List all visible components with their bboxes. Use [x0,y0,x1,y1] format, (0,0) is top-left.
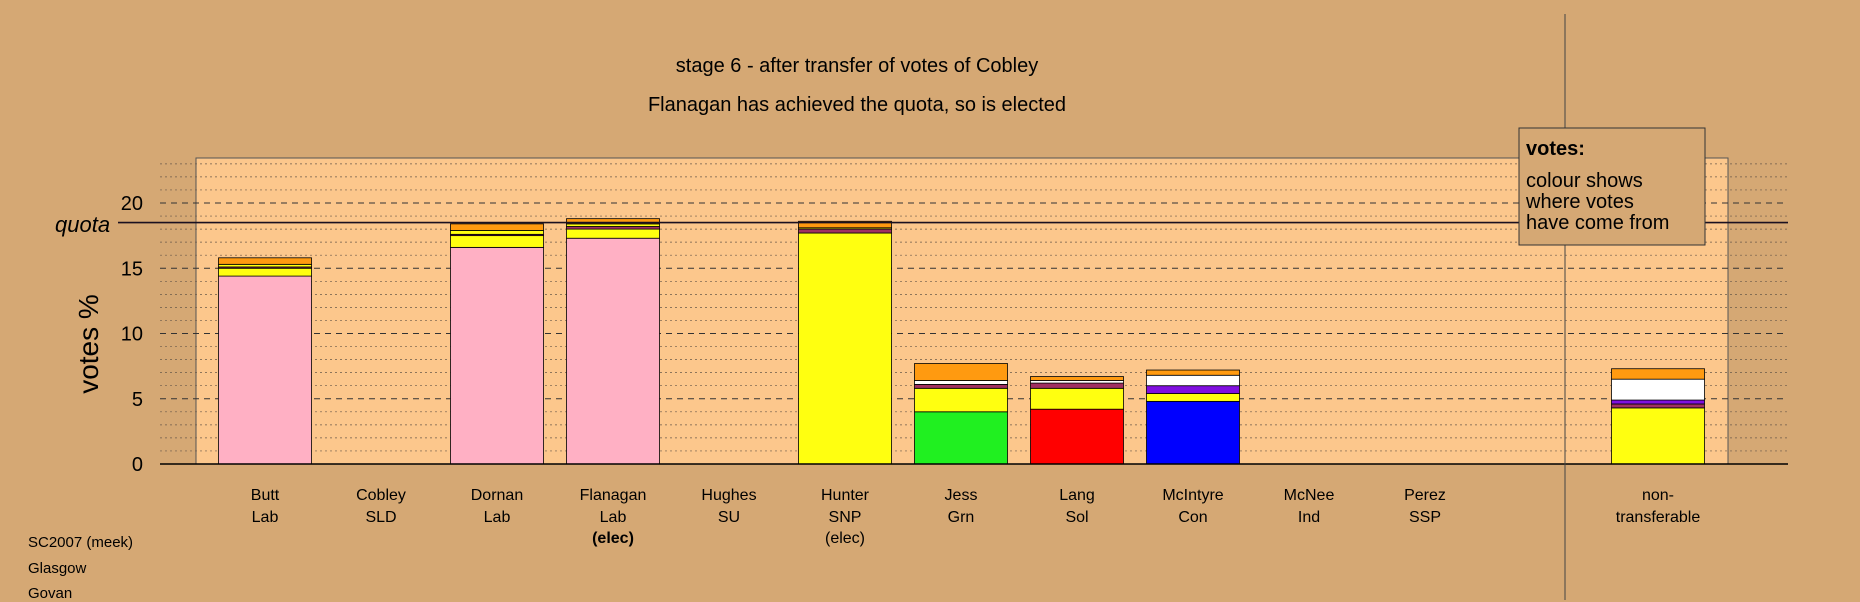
legend-box: votes: colour shows where votes have com… [1518,127,1706,246]
bar-segment-snp [798,232,892,465]
category-party-label: Lab [252,509,279,526]
category-party-label: Ind [1298,509,1320,526]
bar-segment-sol [1030,408,1124,465]
bar-segment-ssp [1611,378,1705,401]
bar-segment-ind [1611,403,1705,409]
bar-segment-lab [450,246,544,465]
y-axis-label: votes % [73,294,104,394]
bar-segment-lab [566,237,660,465]
y-tick-label: 0 [132,454,143,476]
legend-line-2: where votes [1525,191,1634,213]
footer-city: Glasgow [28,560,87,577]
category-name-label: non- [1642,487,1674,504]
category-name-label: Jess [945,487,978,504]
category-party-label: SLD [365,509,396,526]
bar-segment-sld [450,223,544,231]
quota-label: quota [55,212,110,237]
category-party-label: Lab [484,509,511,526]
bar-segment-snp [218,267,312,277]
category-name-label: Dornan [471,487,523,504]
category-party-label: Sol [1065,509,1088,526]
bar-segment-snp [1030,387,1124,410]
category-name-label: Perez [1404,487,1446,504]
bar-segment-snp [1146,393,1240,402]
bar-segment-snp [1611,407,1705,465]
bar-segment-ind [1030,382,1124,389]
category-name-label: McIntyre [1162,487,1223,504]
bar-segment-sld [1146,369,1240,376]
bar-segment-grn [914,411,1008,465]
bar-segment-su [1611,399,1705,405]
bars [218,218,1705,465]
y-tick-label: 15 [121,258,143,280]
category-party-label: Con [1178,509,1207,526]
footer-ward: Govan [28,585,73,602]
bar-segment-sld [1611,368,1705,380]
category-party-label: Lab [600,509,627,526]
bar-segment-ssp [1146,374,1240,387]
footer-source: SC2007 (meek) [28,534,134,551]
category-name-label: Flanagan [580,487,647,504]
legend-line-3: have come from [1526,212,1669,234]
bar-segment-ind [914,383,1008,389]
category-status-label: (elec) [825,530,865,547]
bar-segment-snp [914,387,1008,413]
bar-segment-sld [914,363,1008,381]
chart-title: stage 6 - after transfer of votes of Cob… [676,55,1038,77]
legend-heading: votes: [1526,138,1585,160]
bar-segment-su [1146,385,1240,394]
bar-segment-sld [798,220,892,229]
category-party-label: transferable [1616,509,1701,526]
bar-segment-sld [1030,376,1124,381]
category-name-label: McNee [1284,487,1335,504]
y-tick-label: 5 [132,389,143,411]
category-party-label: SNP [829,509,862,526]
y-tick-label: 10 [121,324,143,346]
bar-segment-snp [566,228,660,239]
category-party-label: SU [718,509,740,526]
bar-segment-ind [798,228,892,234]
category-labels: Butt Lab Cobley SLD Dornan Lab Flanagan Lab (ele… [251,487,1701,547]
bar-segment-sld [566,218,660,225]
bar-segment-con [1146,400,1240,465]
y-axis: 0 5 10 15 20 [118,14,1788,600]
category-status-label: (elec) [592,530,634,547]
category-name-label: Butt [251,487,280,504]
y-tick-label: 20 [121,193,143,215]
category-party-label: SSP [1409,509,1441,526]
bar-segment-ssp [914,380,1008,385]
bar-segment-lab [218,275,312,465]
category-name-label: Hughes [701,487,756,504]
category-name-label: Cobley [356,487,406,504]
category-name-label: Hunter [821,487,870,504]
bar-segment-snp [450,230,544,235]
bar-segment-sld [218,257,312,265]
bar-segment-snp [450,235,544,248]
category-name-label: Lang [1059,487,1095,504]
chart-subtitle: Flanagan has achieved the quota, so is e… [648,94,1066,116]
legend-line-1: colour shows [1526,170,1643,192]
category-party-label: Grn [948,509,975,526]
